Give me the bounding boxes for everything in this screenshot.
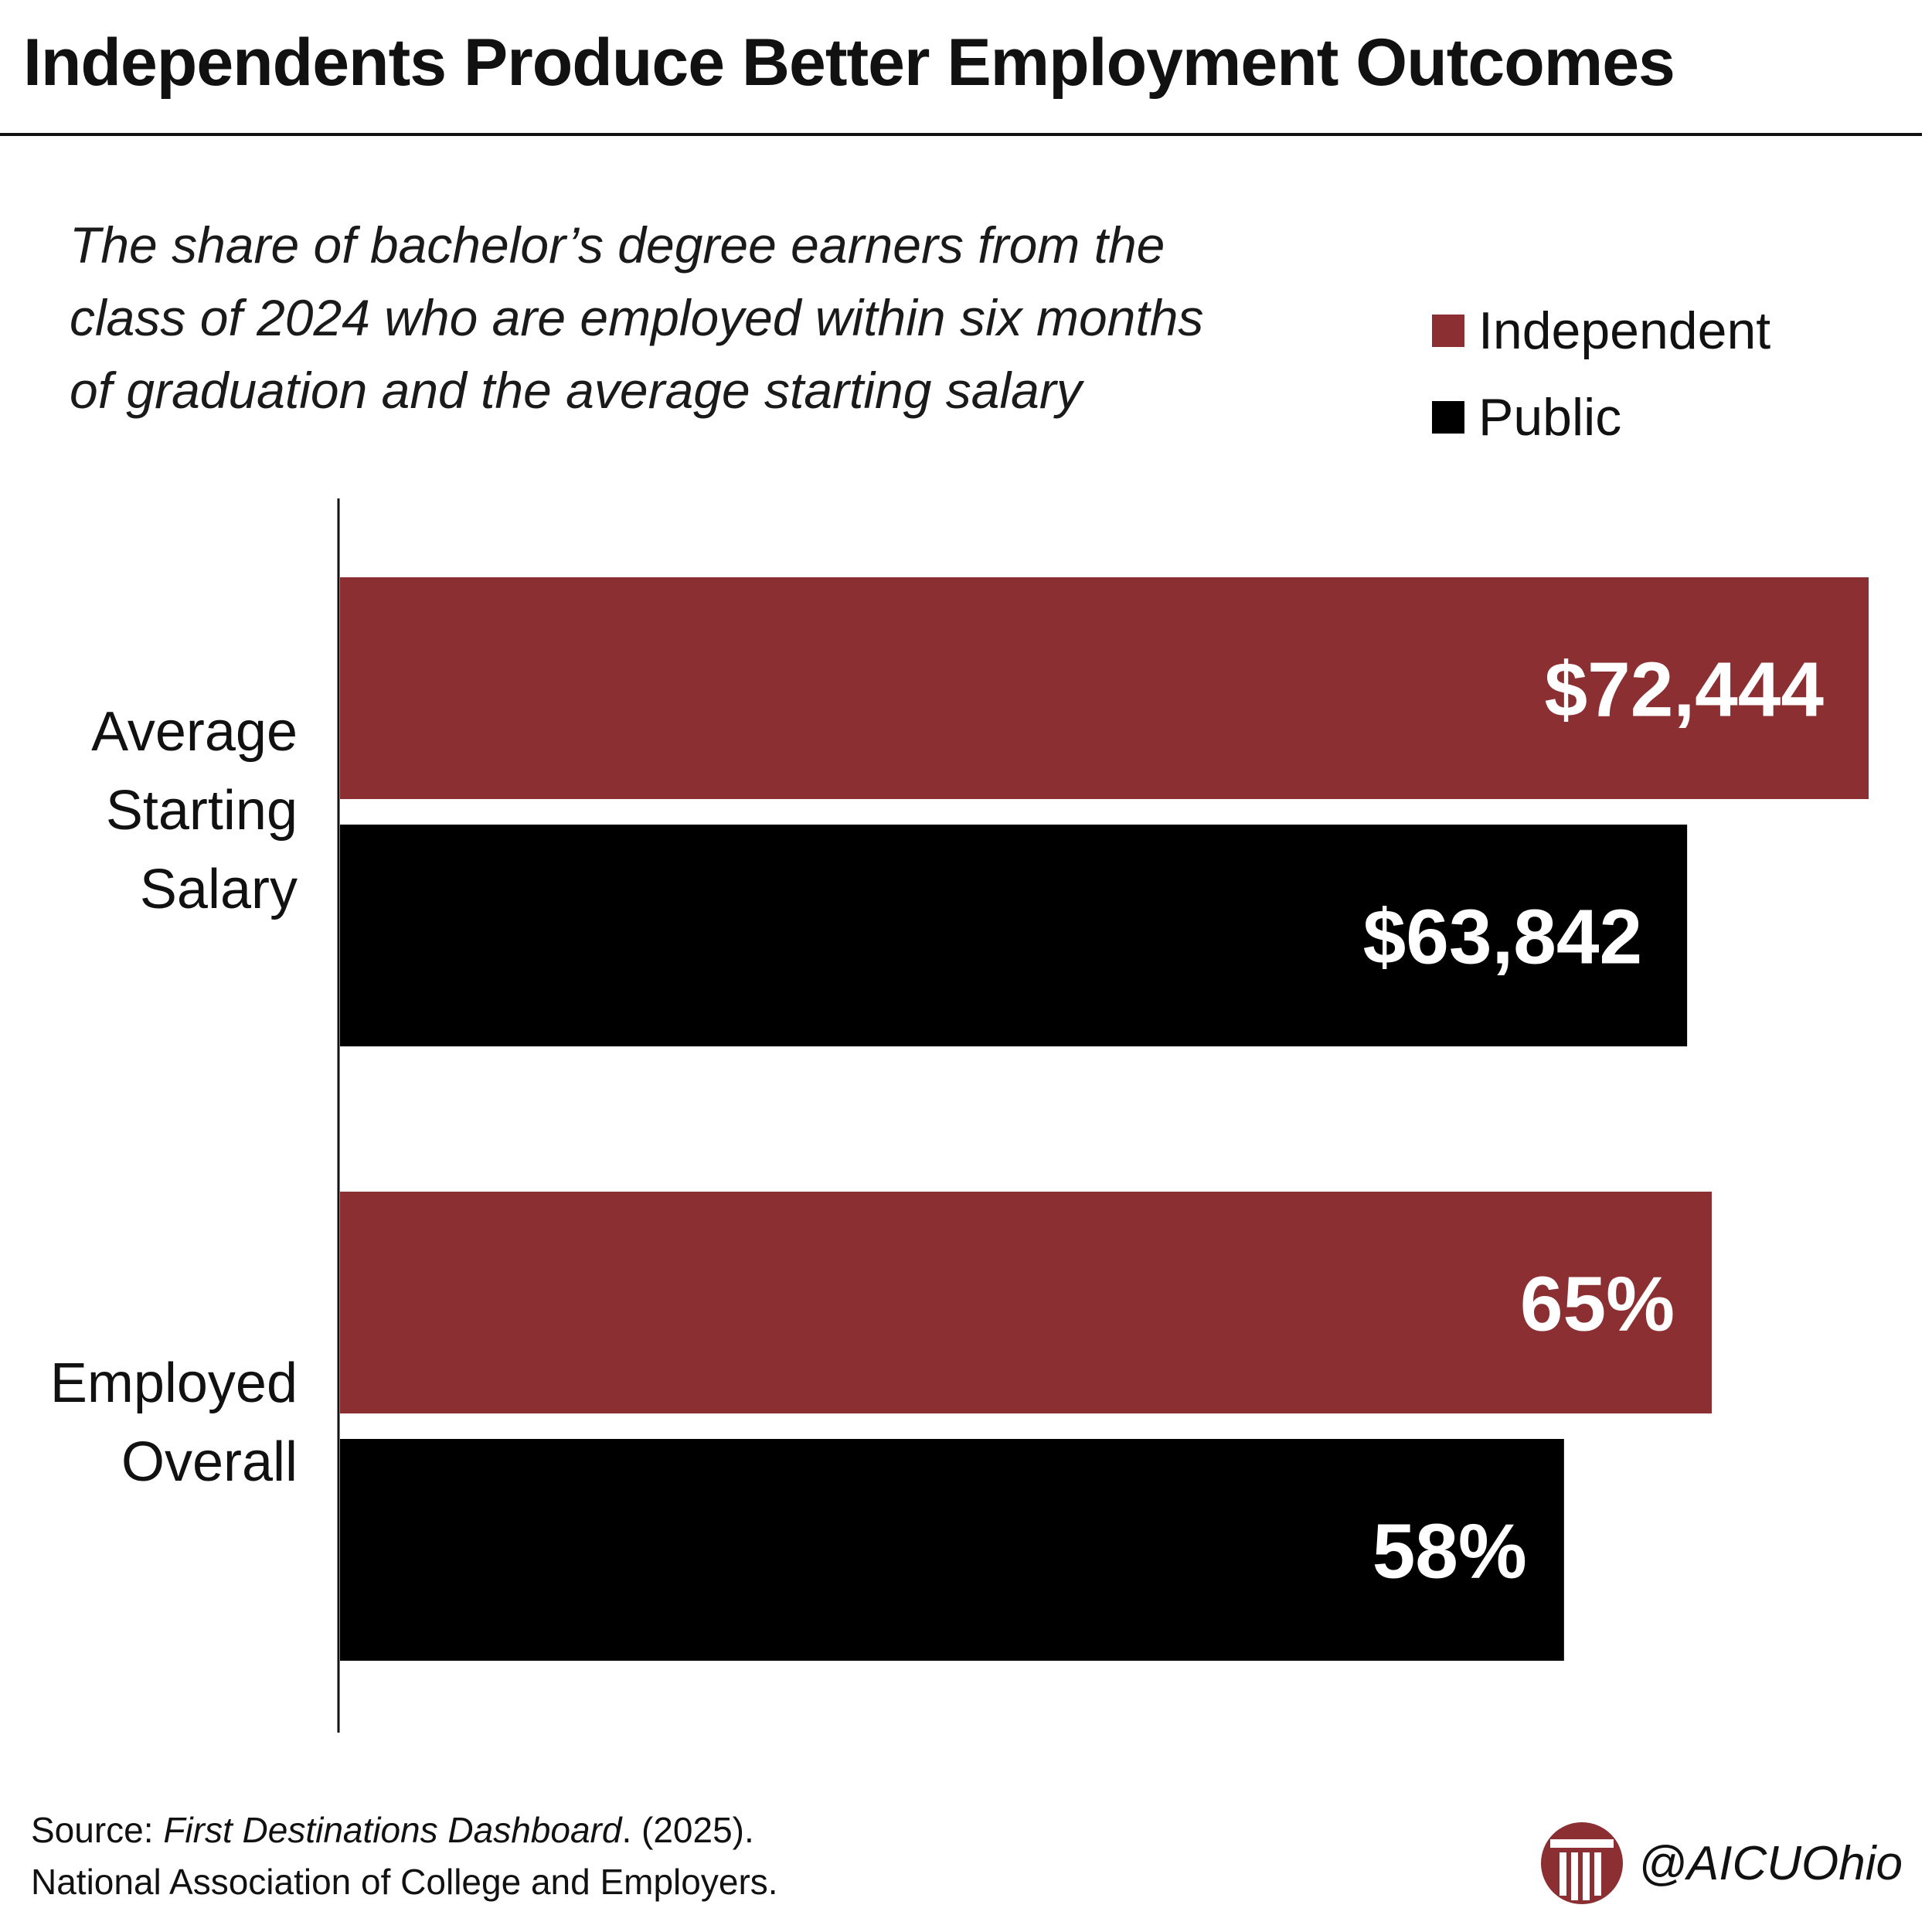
bar-employed-public — [340, 1439, 1564, 1661]
source-line-2: National Association of College and Empl… — [31, 1862, 778, 1902]
source-prefix: Source: — [31, 1810, 164, 1850]
category-label-line: Employed — [49, 1352, 298, 1414]
category-label-line: Salary — [139, 859, 298, 920]
source-line-1: Source: First Destinations Dashboard. (2… — [31, 1804, 778, 1856]
chart-subtitle: The share of bachelor’s degree earners f… — [70, 209, 1321, 427]
bar-salary-public — [340, 825, 1688, 1046]
legend-swatch-public — [1432, 401, 1464, 434]
category-label-salary: Average Starting Salary — [91, 692, 298, 929]
legend-swatch-independent — [1432, 315, 1464, 347]
bar-value-label: 65% — [1520, 1261, 1675, 1348]
bar-chart: $72,444 $63,842 65% 58% — [337, 498, 1869, 1733]
legend-item-independent: Independent — [1432, 287, 1770, 374]
subtitle-line: The share of bachelor’s degree earners f… — [70, 216, 1165, 274]
bar-value-label: $72,444 — [1545, 647, 1825, 733]
title-divider — [0, 133, 1922, 136]
brand-footer: @AICUOhio — [1539, 1821, 1903, 1906]
bar-value-label: 58% — [1372, 1509, 1527, 1595]
bar-employed-independent — [340, 1192, 1712, 1413]
legend: Independent Public — [1432, 287, 1770, 461]
chart-title: Independents Produce Better Employment O… — [23, 26, 1675, 100]
category-label-employed: Employed Overall — [50, 1344, 298, 1502]
source-suffix: . (2025). — [621, 1810, 754, 1850]
bar-salary-independent — [340, 577, 1869, 799]
legend-label-public: Public — [1478, 388, 1622, 447]
column-pillar-icon — [1540, 1822, 1623, 1904]
legend-item-public: Public — [1432, 374, 1770, 461]
category-label-line: Overall — [121, 1431, 298, 1493]
category-label-line: Starting — [105, 780, 298, 842]
category-label-line: Average — [91, 701, 298, 763]
legend-label-independent: Independent — [1478, 301, 1771, 360]
subtitle-line: of graduation and the average starting s… — [70, 362, 1082, 419]
source-note: Source: First Destinations Dashboard. (2… — [31, 1804, 778, 1908]
source-title: First Destinations Dashboard — [163, 1810, 622, 1850]
social-handle: @AICUOhio — [1638, 1836, 1903, 1890]
bar-value-label: $63,842 — [1363, 894, 1642, 981]
subtitle-line: class of 2024 who are employed within si… — [70, 289, 1204, 346]
